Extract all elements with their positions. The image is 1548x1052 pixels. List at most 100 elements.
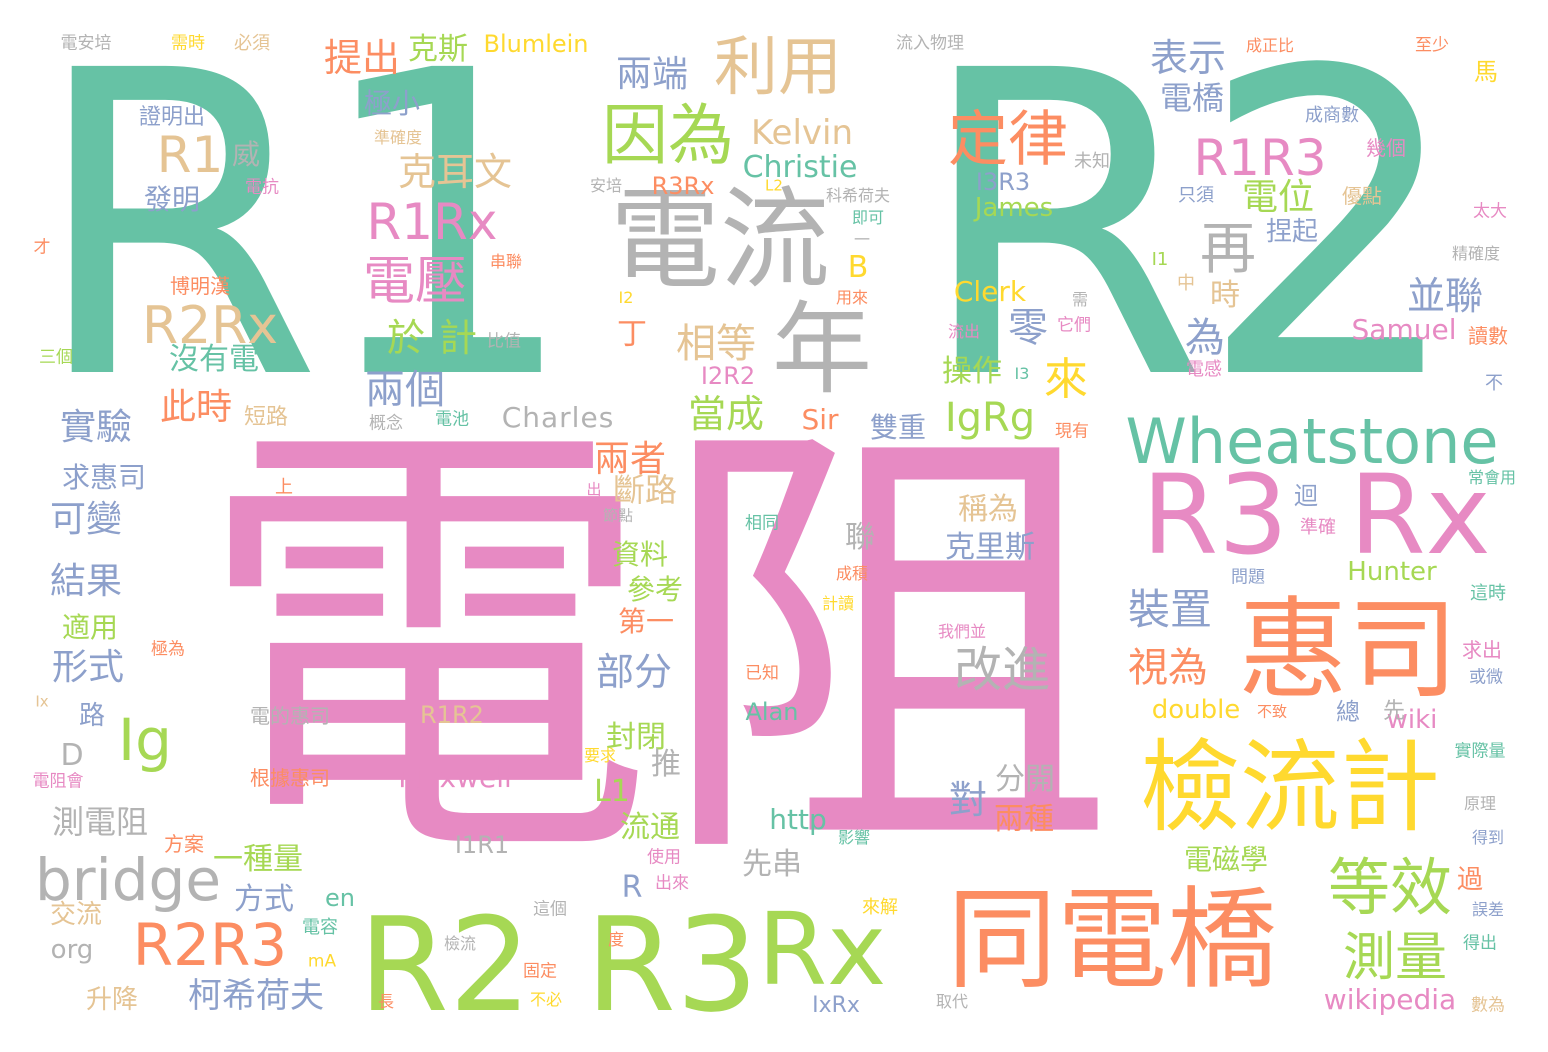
word: 安培 — [589, 176, 623, 195]
word: 分開 — [995, 762, 1055, 797]
word: 這個 — [533, 899, 567, 920]
word: 結果 — [49, 561, 123, 602]
word: 電安培 — [60, 33, 112, 54]
word: 資料 — [611, 538, 669, 571]
word: D — [60, 738, 84, 773]
word: R2 — [358, 889, 532, 1041]
word: 兩種 — [994, 802, 1054, 837]
word: 不必 — [529, 990, 563, 1009]
word: 用來 — [835, 288, 869, 307]
word: 兩端 — [615, 54, 689, 95]
word: 並聯 — [1406, 274, 1484, 318]
word: 不致 — [1256, 702, 1288, 721]
word: 電阻會 — [32, 771, 84, 792]
word: 先 — [1382, 699, 1406, 724]
word: 提出 — [323, 36, 401, 80]
word: 等效 — [1327, 851, 1453, 924]
word: 於 — [386, 316, 426, 360]
word: 斷路 — [612, 471, 678, 509]
word: 使用 — [647, 847, 681, 868]
word: 克耳文 — [397, 150, 513, 194]
word: en — [325, 884, 355, 912]
word: 固定 — [523, 961, 557, 982]
word: 流出 — [947, 322, 981, 341]
word: 聯 — [845, 520, 875, 555]
word: 一種量 — [213, 842, 303, 877]
word: 上 — [275, 477, 293, 498]
word: 太大 — [1473, 201, 1507, 222]
word: 來解 — [862, 897, 898, 918]
word: 威 — [231, 138, 261, 171]
word: I3 — [1014, 364, 1030, 383]
word: 求出 — [1462, 638, 1502, 662]
word: 或微 — [1469, 667, 1503, 688]
word: 表示 — [1149, 36, 1227, 80]
word: 優點 — [1342, 184, 1382, 208]
word: 相等 — [676, 321, 756, 367]
word: 長 — [377, 992, 395, 1011]
word: 電抗 — [245, 177, 279, 198]
word: James — [974, 193, 1054, 223]
word: 只須 — [1178, 185, 1214, 206]
word: Kelvin — [750, 113, 854, 153]
word: 發明 — [143, 183, 201, 216]
word: 計 — [438, 316, 478, 360]
word: R2R3 — [132, 911, 288, 979]
word: 概念 — [369, 413, 403, 434]
word: R2Rx — [141, 296, 279, 356]
word: 沒有電 — [169, 342, 259, 377]
word: I2 — [618, 288, 634, 307]
word: 零 — [1008, 305, 1048, 351]
word: 捏起 — [1265, 217, 1319, 247]
word: 電的惠司 — [250, 704, 330, 728]
word: 柯希荷夫 — [188, 976, 324, 1016]
word: 檢流計 — [1140, 729, 1440, 846]
word: R3 — [585, 889, 759, 1041]
word: 極為 — [151, 639, 185, 660]
word: 克里斯 — [945, 530, 1035, 565]
word: 同電橋 — [947, 876, 1277, 1004]
word: 準確度 — [373, 128, 423, 147]
word: 比值 — [487, 331, 521, 352]
word: 因為 — [602, 97, 734, 174]
word: 電磁學 — [1183, 843, 1269, 876]
word: 相同 — [745, 513, 779, 534]
word: 讀數 — [1468, 324, 1508, 348]
word: 丁 — [617, 317, 647, 352]
word: 出來 — [655, 873, 689, 894]
word: 交流 — [49, 900, 103, 930]
word: 裝置 — [1127, 585, 1213, 634]
word: 參考 — [626, 573, 684, 606]
word: R1R2 — [420, 701, 484, 729]
word: 先串 — [742, 847, 802, 882]
word: 升降 — [85, 985, 139, 1015]
word: 方案 — [164, 832, 204, 856]
word: 操作 — [942, 354, 1002, 389]
word: 計讀 — [821, 594, 855, 613]
word: 它們 — [1057, 315, 1091, 336]
word: I3R3 — [975, 168, 1031, 196]
word: Alan — [745, 698, 799, 726]
word: 流通 — [620, 810, 680, 845]
word: bridge — [34, 846, 222, 914]
word: 封閉 — [606, 720, 666, 755]
word: R1Rx — [366, 193, 498, 251]
word: 為 — [1185, 315, 1225, 361]
word: wiki — [1386, 705, 1438, 735]
word: 要求 — [583, 746, 617, 765]
word: wikipedia — [1323, 983, 1457, 1016]
word: 可變 — [49, 499, 123, 540]
word: 檢流 — [443, 934, 477, 953]
word: 過 — [1456, 865, 1484, 895]
word: 利用 — [714, 31, 842, 105]
word: 再 — [1200, 217, 1256, 282]
word: 改進 — [953, 642, 1051, 698]
word: 得到 — [1471, 828, 1505, 847]
word: Wheatstone — [1125, 405, 1499, 478]
word: 推 — [651, 747, 681, 782]
word: 短路 — [243, 405, 289, 430]
word: 電感 — [1186, 359, 1222, 380]
word: 電位 — [1241, 177, 1315, 218]
word: R3Rx — [651, 172, 715, 200]
